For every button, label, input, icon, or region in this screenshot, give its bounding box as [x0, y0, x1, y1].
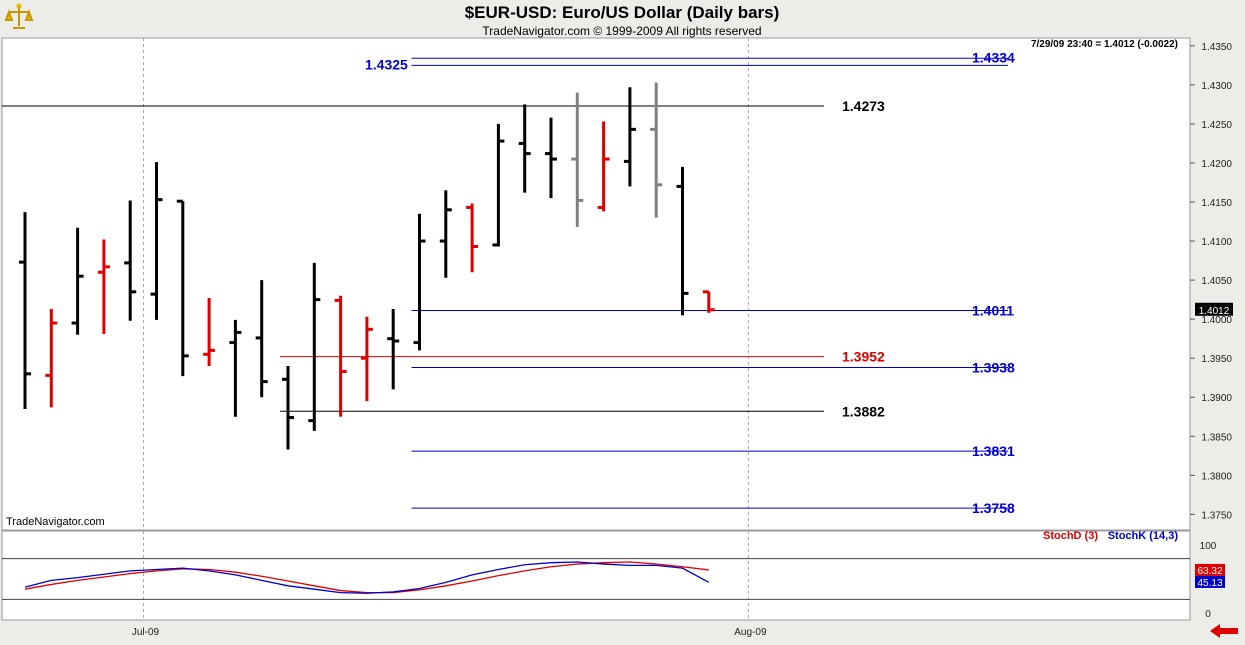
legend-stochk: StochK (14,3) — [1108, 530, 1179, 542]
stochk-value-marker — [1195, 575, 1225, 588]
ohlc-bar — [702, 290, 715, 313]
price-tick-label: 1.4350 — [1201, 42, 1232, 53]
price-tick-label: 1.4200 — [1201, 159, 1232, 170]
price-tick-label: 1.4000 — [1201, 315, 1232, 326]
stoch-panel — [1, 530, 1191, 621]
stochd-value-marker — [1195, 563, 1225, 576]
stoch-series-line — [24, 561, 710, 594]
price-tick-label: 1.3750 — [1201, 510, 1232, 521]
ohlc-bar — [597, 121, 610, 212]
price-tick-label: 1.4150 — [1201, 198, 1232, 209]
ohlc-bar — [334, 295, 347, 417]
ohlc-bar — [650, 82, 663, 218]
ohlc-bar — [229, 319, 242, 417]
level-label: 1.3758 — [972, 500, 1015, 516]
stochk-value-label: 45.13 — [1197, 578, 1222, 589]
ohlc-bar — [492, 123, 505, 247]
ohlc-bar — [466, 203, 479, 273]
price-tick-label: 1.3900 — [1201, 393, 1232, 404]
price-tick-label: 1.4100 — [1201, 237, 1232, 248]
ohlc-bar — [413, 213, 426, 351]
ohlc-bar — [124, 200, 137, 321]
ohlc-bar — [203, 298, 216, 366]
copyright-text: TradeNavigator.com © 1999-2009 All right… — [482, 24, 761, 38]
last-price-readout: 7/29/09 23:40 = 1.4012 (-0.0022) — [1031, 39, 1178, 50]
stochd-value-label: 63.32 — [1197, 566, 1222, 577]
scales-logo-icon[interactable] — [4, 2, 34, 32]
level-label: 1.4273 — [842, 98, 885, 114]
price-tick-label: 1.4250 — [1201, 120, 1232, 131]
stoch-tick-label: 100 — [1200, 541, 1217, 552]
price-tick-label: 1.3850 — [1201, 432, 1232, 443]
ohlc-bar — [518, 104, 531, 193]
ohlc-bar — [439, 190, 452, 278]
date-tick-label: Jul-09 — [132, 627, 160, 638]
price-panel — [1, 37, 1191, 531]
ohlc-bar — [150, 162, 163, 320]
ohlc-bar — [45, 308, 58, 408]
ohlc-bar — [387, 308, 400, 390]
ohlc-bar — [71, 227, 84, 335]
left-arrow-icon[interactable] — [1208, 623, 1240, 639]
ohlc-bar — [255, 280, 268, 398]
ohlc-bar — [571, 92, 584, 227]
ohlc-bar — [176, 199, 189, 377]
ohlc-bar — [676, 166, 689, 316]
price-tick-label: 1.3950 — [1201, 354, 1232, 365]
level-label: 1.3882 — [842, 403, 885, 419]
ohlc-bar — [282, 366, 294, 450]
ohlc-bar — [308, 262, 321, 431]
chart-title: $EUR-USD: Euro/US Dollar (Daily bars) — [465, 3, 780, 22]
date-tick-label: Aug-09 — [734, 627, 767, 638]
price-tick-label: 1.4050 — [1201, 276, 1232, 287]
level-label: 1.4334 — [972, 49, 1015, 65]
last-price-label: 1.4012 — [1199, 306, 1230, 317]
ohlc-bar — [545, 117, 557, 199]
level-label: 1.3831 — [972, 443, 1015, 459]
stoch-tick-label: 0 — [1205, 609, 1211, 620]
watermark-text: TradeNavigator.com — [6, 516, 105, 528]
ohlc-bar — [360, 316, 373, 402]
price-tick-label: 1.4300 — [1201, 81, 1232, 92]
level-label: 1.3938 — [972, 360, 1015, 376]
ohlc-bar — [623, 87, 636, 187]
ohlc-bar — [19, 212, 31, 409]
price-tick-label: 1.3800 — [1201, 471, 1232, 482]
last-price-marker — [1195, 302, 1233, 316]
level-label: 1.3952 — [842, 349, 885, 365]
ohlc-bar — [97, 239, 110, 334]
legend-stochd: StochD (3) — [1043, 530, 1098, 542]
level-label: 1.4325 — [365, 56, 408, 72]
level-label: 1.4011 — [972, 303, 1014, 319]
